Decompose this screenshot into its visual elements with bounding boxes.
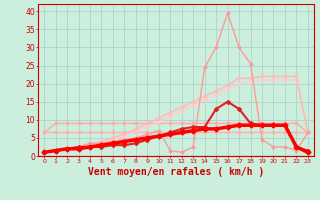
X-axis label: Vent moyen/en rafales ( km/h ): Vent moyen/en rafales ( km/h ): [88, 167, 264, 177]
